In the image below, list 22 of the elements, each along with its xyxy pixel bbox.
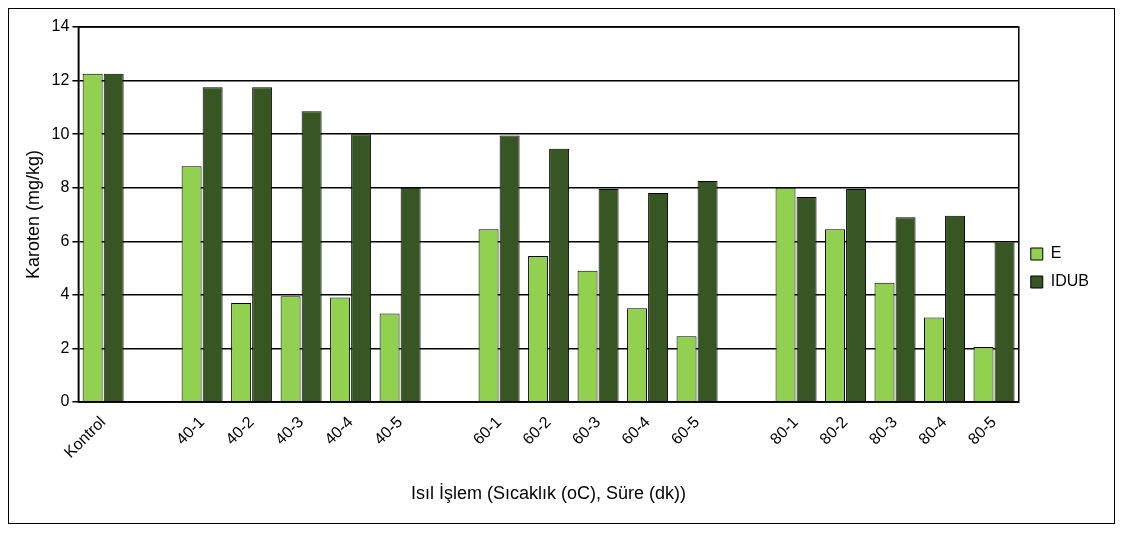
x-axis-title: Isıl İşlem (Sıcaklık (oC), Süre (dk)) <box>411 483 687 504</box>
x-tick-label: 40-5 <box>370 412 406 448</box>
legend-label: E <box>1050 244 1062 262</box>
x-tick-label: 80-2 <box>816 412 851 448</box>
y-tick-label: 10 <box>51 124 70 142</box>
legend-label: IDUB <box>1050 272 1090 290</box>
x-tick-label: 40-3 <box>271 412 307 448</box>
x-tick-label: 80-1 <box>766 412 802 448</box>
x-tick-label: 40-1 <box>172 412 208 448</box>
y-tick-label: 6 <box>60 231 70 249</box>
x-tick-label: 60-2 <box>519 412 554 448</box>
y-axis-title: Karoten (mg/kg) <box>22 149 43 280</box>
x-tick-label: 60-3 <box>568 412 604 448</box>
y-tick-label: 12 <box>51 70 70 88</box>
y-tick-label: 4 <box>60 285 70 303</box>
y-tick-label: 0 <box>60 392 70 410</box>
x-tick-label: 40-2 <box>222 412 257 448</box>
y-tick-label: 2 <box>60 338 70 356</box>
y-tick-label: 14 <box>51 17 70 35</box>
x-tick-label: 60-1 <box>469 412 505 448</box>
y-tick-label: 8 <box>60 178 70 196</box>
x-tick-label: 80-3 <box>865 412 901 448</box>
